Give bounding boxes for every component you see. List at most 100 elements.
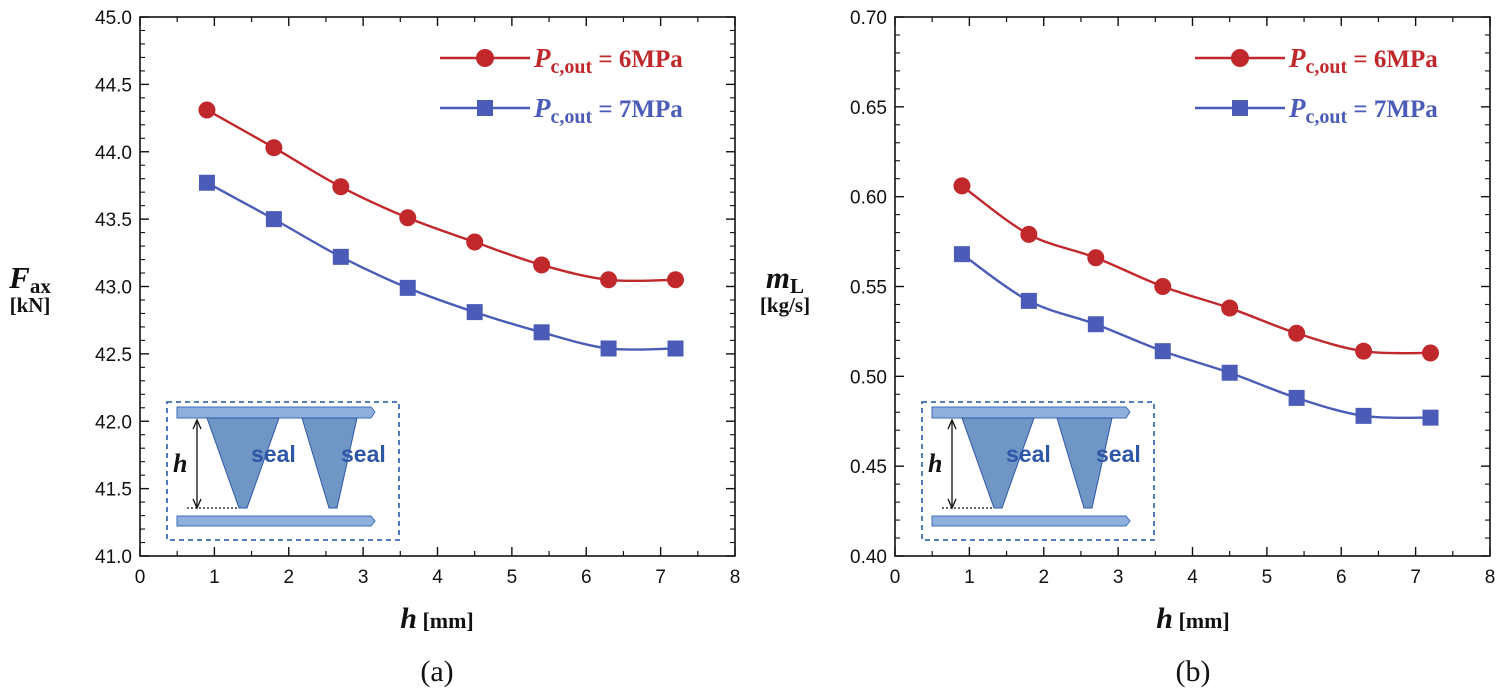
inset-top-plate bbox=[176, 406, 376, 419]
data-point-square bbox=[399, 279, 416, 296]
data-point-square bbox=[466, 304, 483, 321]
series-line-1 bbox=[206, 108, 676, 283]
inset-seal-tooth-1 bbox=[961, 417, 1035, 509]
y-axis-label: Fax bbox=[8, 260, 51, 298]
x-tick-label: 1 bbox=[209, 567, 220, 588]
data-point-circle bbox=[667, 271, 684, 289]
inset-h-label: h bbox=[173, 449, 187, 478]
data-point-circle bbox=[332, 178, 350, 196]
inset-seal-label-1: seal bbox=[251, 441, 296, 467]
legend-subscript: c,out bbox=[1306, 106, 1348, 128]
data-point-circle bbox=[198, 101, 216, 119]
data-point-circle bbox=[953, 177, 971, 195]
inset-arrow-up bbox=[947, 418, 957, 430]
legend-label-1: Pc,out = 6MPa bbox=[533, 43, 683, 78]
x-tick-label: 7 bbox=[1410, 567, 1421, 588]
legend-subscript: c,out bbox=[551, 106, 593, 128]
y-tick-label: 44.0 bbox=[95, 143, 132, 164]
data-point-circle bbox=[399, 209, 417, 227]
y-tick-label: 44.5 bbox=[95, 75, 132, 96]
y-tick-label: 0.45 bbox=[850, 457, 887, 478]
legend-value: = 6MPa bbox=[592, 46, 683, 73]
data-point-square bbox=[667, 340, 684, 357]
data-point-circle bbox=[1020, 225, 1038, 243]
data-point-square bbox=[198, 174, 215, 191]
y-tick-label: 0.40 bbox=[850, 547, 887, 568]
data-point-circle bbox=[1422, 344, 1439, 362]
inset-seal-label-2: seal bbox=[341, 441, 386, 467]
data-point-square bbox=[1221, 364, 1238, 381]
y-axis-label-subscript: L bbox=[790, 274, 804, 298]
chart-panel-b: 0 1 2 3 4 5 6 7 80.400.450.500.550.600.650.70mL[… bbox=[760, 8, 1495, 688]
y-tick-label: 41.0 bbox=[95, 547, 132, 568]
y-tick-label: 0.55 bbox=[850, 278, 887, 299]
y-tick-label: 0.65 bbox=[850, 98, 887, 119]
x-axis-label-symbol: h bbox=[1156, 602, 1173, 635]
x-tick-label: 5 bbox=[507, 567, 518, 588]
series-line-2 bbox=[961, 253, 1431, 420]
data-point-square bbox=[1020, 292, 1037, 309]
x-tick-label: 1 bbox=[964, 567, 975, 588]
y-axis-label-symbol: m bbox=[766, 260, 790, 295]
y-tick-label: 43.0 bbox=[95, 278, 132, 299]
inset-seal-tooth-1 bbox=[206, 417, 280, 509]
x-tick-label: 0 bbox=[890, 567, 901, 588]
x-axis-label: h [mm] bbox=[1156, 602, 1230, 635]
data-point-square bbox=[1154, 343, 1171, 360]
legend-marker-square bbox=[1232, 100, 1248, 116]
x-axis-label-symbol: h bbox=[400, 602, 417, 635]
legend-label-2: Pc,out = 7MPa bbox=[533, 93, 683, 128]
data-point-square bbox=[332, 248, 349, 265]
x-axis-label-unit: [mm] bbox=[1173, 608, 1230, 633]
data-point-circle bbox=[533, 256, 551, 274]
x-tick-label: 8 bbox=[1485, 567, 1496, 588]
x-axis-label-unit: [mm] bbox=[417, 608, 474, 633]
data-point-square bbox=[533, 324, 550, 341]
data-point-square bbox=[265, 211, 282, 228]
x-tick-label: 3 bbox=[358, 567, 369, 588]
inset-seal-label-1: seal bbox=[1006, 441, 1051, 467]
seal-inset: h seal seal bbox=[166, 401, 400, 541]
y-tick-label: 0.50 bbox=[850, 367, 887, 388]
y-tick-label: 0.70 bbox=[850, 8, 887, 29]
data-point-circle bbox=[466, 233, 484, 251]
legend-label-2: Pc,out = 7MPa bbox=[1288, 93, 1438, 128]
inset-top-plate bbox=[931, 406, 1131, 419]
y-tick-label: 0.60 bbox=[850, 188, 887, 209]
inset-border bbox=[921, 401, 1155, 541]
legend-marker-circle bbox=[476, 49, 494, 67]
x-tick-label: 3 bbox=[1113, 567, 1124, 588]
x-tick-label: 6 bbox=[581, 567, 592, 588]
inset-seal-label-2: seal bbox=[1096, 441, 1141, 467]
x-tick-label: 8 bbox=[730, 567, 741, 588]
data-point-square bbox=[1355, 407, 1372, 424]
data-point-square bbox=[1422, 409, 1439, 426]
legend-symbol: P bbox=[533, 93, 551, 123]
series-line-2 bbox=[206, 181, 676, 351]
y-tick-label: 45.0 bbox=[95, 8, 132, 29]
series-line-1 bbox=[961, 184, 1431, 355]
data-point-circle bbox=[1154, 278, 1172, 295]
inset-seal-tooth-2 bbox=[1056, 417, 1113, 509]
legend-value: = 6MPa bbox=[1347, 46, 1438, 73]
legend-marker-square bbox=[477, 100, 493, 116]
y-axis-unit: [kN] bbox=[10, 293, 51, 317]
data-point-square bbox=[1087, 316, 1104, 333]
panel-label: (a) bbox=[420, 655, 453, 688]
data-point-square bbox=[1288, 389, 1305, 406]
y-tick-label: 41.5 bbox=[95, 480, 132, 501]
x-tick-label: 4 bbox=[1187, 567, 1198, 588]
x-tick-label: 7 bbox=[655, 567, 666, 588]
x-tick-label: 4 bbox=[432, 567, 443, 588]
data-point-circle bbox=[265, 139, 283, 157]
legend-subscript: c,out bbox=[551, 56, 593, 78]
legend-symbol: P bbox=[1288, 43, 1306, 73]
chart-panel-a: 0 1 2 3 4 5 6 7 8 41.0 41.5 42.0 42.5 43.0 43.5 44.0 44.… bbox=[8, 8, 740, 688]
data-point-circle bbox=[1288, 324, 1306, 342]
data-point-square bbox=[600, 340, 617, 357]
y-axis-label-symbol: F bbox=[8, 260, 30, 295]
legend-subscript: c,out bbox=[1306, 56, 1348, 78]
data-point-circle bbox=[1221, 299, 1239, 317]
inset-seal-tooth-2 bbox=[301, 417, 358, 509]
inset-border bbox=[166, 401, 400, 541]
